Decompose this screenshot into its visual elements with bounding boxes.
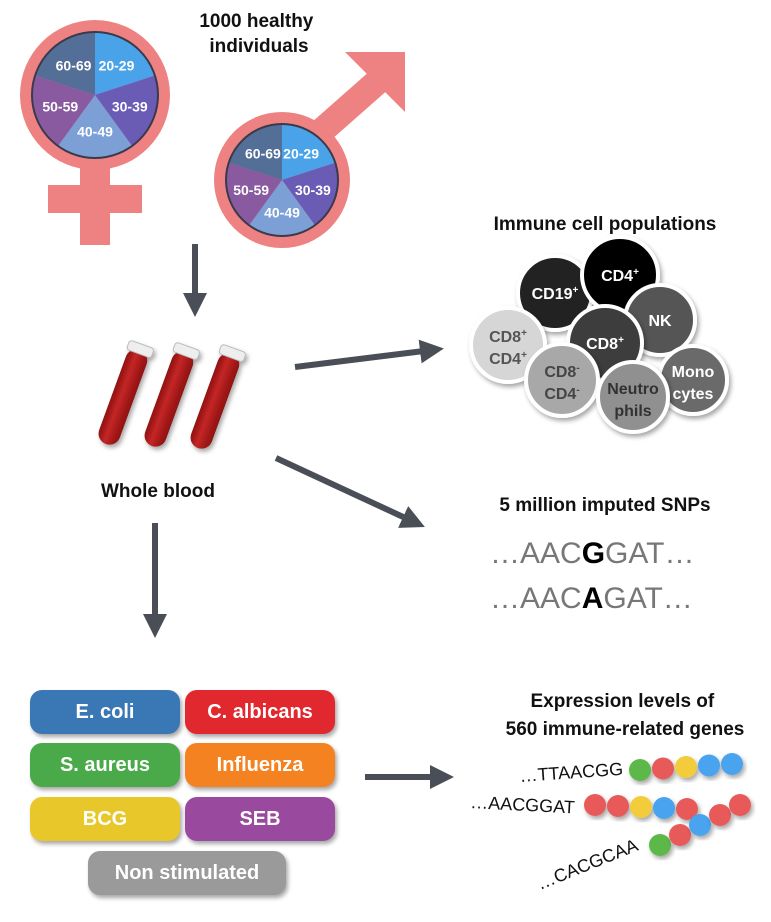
age-label: 30-39 [295,182,331,198]
expression-bead [584,794,606,816]
gene-expression-strands: …TTAACGG …AACGGAT …CACGCAA [470,753,751,894]
stimulus-bcg: BCG [30,797,180,841]
expression-bead [630,796,652,818]
cohort-title: 1000 healthy individuals [199,11,318,57]
svg-text:CD4+: CD4+ [489,350,527,368]
expression-bead [653,797,675,819]
expression-bead [652,757,674,780]
svg-text:Mono: Mono [672,364,715,381]
age-slice-30-39 [95,75,158,146]
age-slice-40-49 [249,180,315,236]
immune-cell: CD8- CD4- [524,342,600,418]
expression-bead [729,794,751,816]
gene-strand: …AACGGAT [470,792,698,820]
age-slice-20-29 [282,124,336,180]
snp-sequence-1: …AACGGAT… [490,537,694,570]
svg-text:cytes: cytes [673,386,714,403]
snps-title: 5 million imputed SNPs [499,495,710,516]
whole-blood-label: Whole blood [101,481,215,502]
svg-text:CD4-: CD4- [544,385,579,403]
age-label: 30-39 [112,98,148,114]
arrow-blood-to-snps [274,455,425,528]
age-label: 40-49 [77,124,113,140]
age-slice-40-49 [57,95,133,158]
immune-cell: CD19+ [516,254,594,332]
expression-bead [675,756,697,778]
immune-cell: Neutro phils [596,360,670,434]
svg-text:NK: NK [648,313,672,330]
expression-bead [698,754,720,777]
age-label: 40-49 [264,204,300,220]
age-slice-60-69 [35,32,95,95]
expression-bead [709,804,731,826]
immune-title: Immune cell populations [494,214,717,235]
age-slice-20-29 [95,32,155,95]
snp-sequence-2: …AACAGAT… [490,582,693,615]
expression-bead [721,753,743,775]
gene-sequence: …CACGCAA [534,835,641,894]
immune-cell: Mono cytes [657,344,729,416]
age-slice-50-59 [31,75,95,146]
male-symbol-icon: 20-29 30-39 40-49 50-59 60-69 [214,52,405,248]
svg-text:Neutro: Neutro [607,381,659,398]
age-label: 20-29 [283,146,319,162]
age-label: 20-29 [99,57,135,73]
age-slice-50-59 [226,162,282,226]
svg-text:CD8+: CD8+ [586,335,624,353]
stimulus-c-albicans: C. albicans [185,690,335,734]
age-label: 50-59 [233,182,269,198]
expression-bead [649,834,671,856]
gene-strand: …TTAACGG [519,753,743,786]
svg-text:CD8+: CD8+ [489,328,527,346]
expression-bead [669,824,691,846]
blood-tubes-icon [98,340,246,449]
female-symbol-icon: 20-29 30-39 40-49 50-59 60-69 [20,20,170,245]
immune-cell-cluster: CD19+ CD4+ NK CD8+ CD4+ CD8+ Mono cytes CD8- CD4-… [469,235,729,434]
age-slice-60-69 [228,124,282,180]
age-label: 50-59 [42,98,78,114]
expression-bead [676,798,698,820]
gene-sequence: …TTAACGG [519,759,624,786]
expression-title: Expression levels of 560 immune-related … [506,691,745,740]
expression-bead [607,795,629,817]
expression-bead [689,814,711,836]
stimulus-e-coli: E. coli [30,690,180,734]
age-label: 60-69 [56,57,92,73]
age-slice-30-39 [282,162,338,226]
immune-cell: CD8+ CD4+ [469,306,547,384]
svg-text:CD8-: CD8- [544,363,579,381]
stimulus-influenza: Influenza [185,743,335,787]
svg-text:phils: phils [614,403,651,420]
svg-text:CD19+: CD19+ [532,285,579,303]
age-label: 60-69 [245,146,281,162]
stimulus-seb: SEB [185,797,335,841]
expression-bead [629,759,651,781]
svg-text:CD4+: CD4+ [601,267,639,285]
stimulus-s-aureus: S. aureus [30,743,180,787]
gene-sequence: …AACGGAT [470,792,576,817]
arrow-blood-to-cells [294,339,444,370]
stimulus-non-stimulated: Non stimulated [88,851,286,895]
